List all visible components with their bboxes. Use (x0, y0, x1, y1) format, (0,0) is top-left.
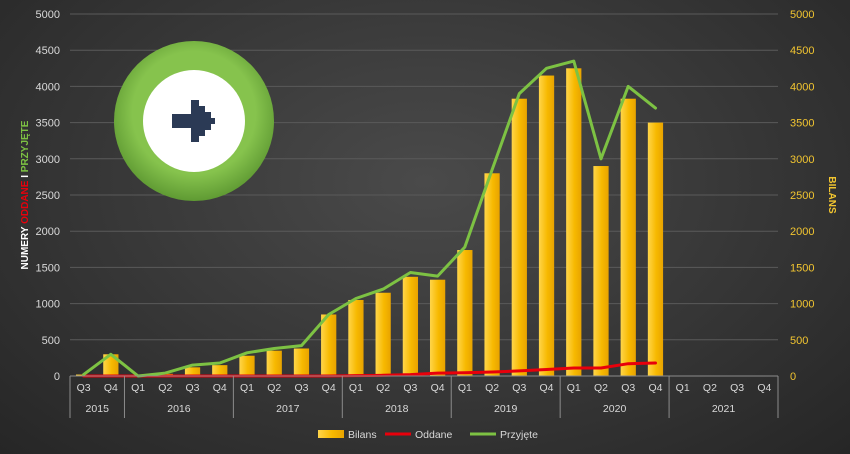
y2-axis-title: BILANS (826, 176, 837, 214)
x-tick-label: Q1 (349, 382, 363, 394)
y2-tick-label: 3500 (790, 118, 814, 130)
x-tick-label: Q3 (512, 382, 526, 394)
y2-tick-label: 0 (790, 371, 796, 383)
x-axis: Q3 Q4 Q1 Q2 Q3 Q4 Q1 Q2 Q3 Q4 Q1 Q2 Q3 Q4 Q1 Q2 Q3 Q4 Q1 Q2… (69, 375, 779, 418)
x-tick-label: Q1 (131, 382, 145, 394)
x-tick-label: Q4 (322, 382, 336, 394)
x-tick-label: Q4 (104, 382, 118, 394)
y2-tick-label: 3000 (790, 154, 814, 166)
y-tick-label: 4500 (36, 45, 60, 57)
y-tick-label: 3500 (36, 118, 60, 130)
bar-bilans (103, 354, 119, 376)
x-tick-label: Q1 (676, 382, 690, 394)
y2-tick-label: 4500 (790, 45, 814, 57)
bar-bilans (538, 75, 555, 376)
y-tick-label: 1000 (36, 299, 60, 311)
x-tick-label: Q1 (458, 382, 472, 394)
x-tick-label: Q3 (730, 382, 744, 394)
y2-tick-label: 1500 (790, 262, 814, 274)
bilans-bars (75, 68, 664, 377)
bar-bilans (429, 279, 446, 376)
year-label: 2017 (276, 403, 300, 415)
y2-tick-label: 2000 (790, 226, 814, 238)
x-tick-label: Q4 (213, 382, 227, 394)
bar-bilans (593, 166, 609, 376)
arrow-icon (172, 100, 215, 142)
y-tick-label: 3000 (36, 154, 60, 166)
x-tick-label: Q2 (594, 382, 608, 394)
legend-label: Przyjęte (500, 429, 538, 441)
arrow-logo (114, 41, 274, 201)
bar-bilans (266, 350, 282, 376)
bar-bilans (511, 98, 527, 376)
y-tick-label: 5000 (36, 9, 60, 21)
bar-bilans (239, 355, 255, 376)
x-tick-label: Q3 (294, 382, 308, 394)
x-tick-label: Q4 (540, 382, 554, 394)
x-tick-label: Q4 (757, 382, 771, 394)
y-axis-title-part: I (20, 172, 31, 180)
y2-tick-label: 5000 (790, 9, 814, 21)
x-tick-label: Q3 (77, 382, 91, 394)
x-tick-label: Q2 (485, 382, 499, 394)
x-tick-label: Q1 (240, 382, 254, 394)
x-tick-label: Q2 (267, 382, 281, 394)
x-tick-label: Q2 (376, 382, 390, 394)
y-tick-label: 4000 (36, 81, 60, 93)
y-axis-left: 0 500 1000 1500 2000 2500 3000 3500 4000 4500 5000 (36, 9, 60, 383)
axis-titles: NUMERY ODDANE I PRZYJĘTE BILANS (20, 120, 837, 269)
bar-bilans (212, 365, 228, 376)
bar-bilans (566, 68, 582, 377)
y2-tick-label: 1000 (790, 299, 814, 311)
bar-bilans (184, 367, 201, 376)
bar-bilans (647, 122, 664, 376)
x-tick-label: Q4 (648, 382, 662, 394)
x-tick-label: Q1 (567, 382, 581, 394)
x-tick-label: Q4 (431, 382, 445, 394)
bar-bilans (402, 276, 419, 376)
bar-bilans (484, 173, 500, 376)
year-label: 2019 (494, 403, 518, 415)
bar-bilans (293, 348, 310, 376)
y-tick-label: 2000 (36, 226, 60, 238)
x-tick-label: Q2 (158, 382, 172, 394)
bar-bilans (321, 314, 337, 376)
y2-tick-label: 2500 (790, 190, 814, 202)
bar-bilans (620, 98, 636, 376)
year-label: 2015 (86, 403, 110, 415)
year-label: 2016 (167, 403, 191, 415)
legend-label: Bilans (348, 429, 377, 441)
y2-tick-label: 4000 (790, 81, 814, 93)
year-label: 2018 (385, 403, 409, 415)
line-przyjete (82, 59, 657, 378)
legend: Bilans Oddane Przyjęte (318, 429, 538, 441)
bar-bilans (375, 292, 391, 376)
y-axis-title-part: ODDANE (20, 180, 31, 224)
x-tick-label: Q3 (403, 382, 417, 394)
y-tick-label: 500 (42, 335, 60, 347)
y-axis-title-part: NUMERY (20, 224, 31, 270)
year-label: 2021 (712, 403, 736, 415)
y-axis-right: 0 500 1000 1500 2000 2500 3000 3500 4000 4500 5000 (790, 9, 814, 383)
legend-swatch-bilans (318, 430, 344, 438)
y-axis-title: NUMERY ODDANE I PRZYJĘTE (20, 120, 31, 269)
x-tick-label: Q3 (186, 382, 200, 394)
y-axis-title-part: PRZYJĘTE (20, 120, 31, 172)
y-tick-label: 1500 (36, 262, 60, 274)
y-tick-label: 0 (54, 371, 60, 383)
y2-tick-label: 500 (790, 335, 808, 347)
bar-bilans (348, 299, 364, 376)
legend-label: Oddane (415, 429, 453, 441)
x-tick-label: Q3 (621, 382, 635, 394)
year-label: 2020 (603, 403, 627, 415)
x-tick-label: Q2 (703, 382, 717, 394)
bar-bilans (457, 250, 473, 376)
y-tick-label: 2500 (36, 190, 60, 202)
